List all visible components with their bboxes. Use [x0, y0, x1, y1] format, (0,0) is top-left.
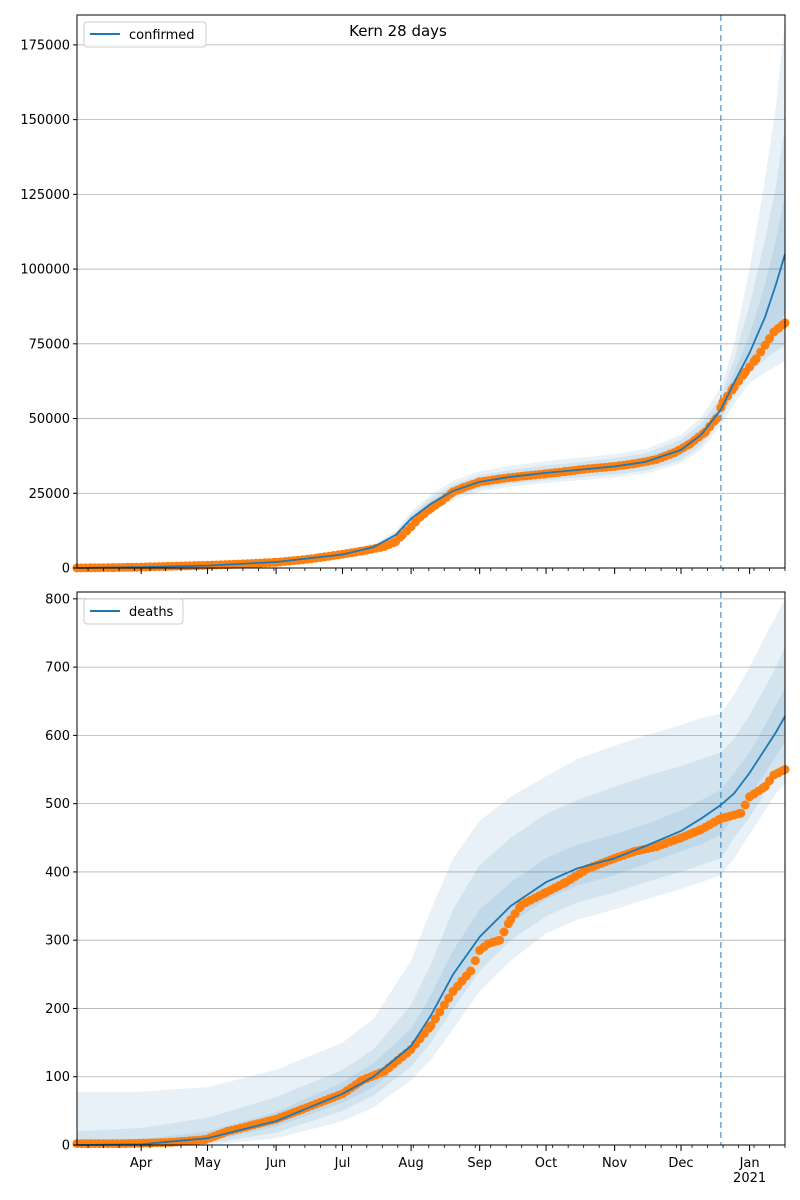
y-tick-label: 100: [45, 1070, 70, 1085]
deaths-y-ticks: 0 100 200 300 400 500 600 700 800: [45, 592, 77, 1154]
model-series-line: [76, 253, 786, 569]
observed-point: [430, 1014, 440, 1024]
x-tick-label: Dec: [668, 1156, 693, 1171]
y-tick-label: 150000: [20, 113, 70, 128]
y-tick-label: 175000: [20, 38, 70, 53]
y-tick-label: 75000: [29, 337, 70, 352]
y-tick-label: 50000: [29, 412, 70, 427]
observed-point: [756, 347, 766, 357]
x-tick-label: 2021: [733, 1171, 766, 1186]
deaths-grid: [77, 598, 785, 1078]
deaths-axes-frame: [76, 591, 786, 1146]
legend-label-deaths: deaths: [129, 605, 174, 620]
legend-box: [83, 598, 184, 625]
y-tick-label: 600: [45, 729, 70, 744]
y-tick-label: 25000: [29, 487, 70, 502]
observed-point: [495, 935, 505, 945]
observed-point: [736, 808, 746, 818]
observed-point: [439, 1000, 449, 1010]
observed-point: [444, 993, 454, 1003]
y-tick-label: 800: [45, 592, 70, 607]
y-tick-label: 0: [62, 562, 70, 577]
y-tick-label: 100000: [20, 263, 70, 278]
y-tick-label: 400: [45, 865, 70, 880]
observed-point: [470, 956, 480, 966]
observed-point: [740, 800, 750, 810]
legend-box: [83, 21, 207, 48]
x-tick-label: Nov: [602, 1156, 628, 1171]
confirmed-legend: confirmed: [83, 21, 207, 48]
y-tick-label: 0: [62, 1139, 70, 1154]
observed-point: [760, 340, 770, 350]
observed-point: [765, 334, 774, 344]
observed-point: [711, 414, 721, 423]
x-tick-label: Apr: [130, 1156, 153, 1171]
observed-point: [466, 966, 476, 976]
confirmed-model-line: [76, 253, 786, 569]
y-tick-label: 500: [45, 797, 70, 812]
x-tick-label: May: [194, 1156, 221, 1171]
deaths-legend: deaths: [83, 598, 184, 625]
deaths-bands: [77, 598, 785, 1145]
deaths-model-line: [76, 715, 786, 1146]
x-tick-label: Sep: [467, 1156, 492, 1171]
model-series-line: [76, 715, 786, 1146]
panel-confirmed: 0 25000 50000 75000 100000 125000 150000 175000…: [20, 14, 790, 577]
y-tick-label: 125000: [20, 188, 70, 203]
x-tick-label: Jun: [265, 1156, 286, 1171]
observed-point: [426, 1021, 436, 1030]
observed-point: [751, 354, 761, 364]
x-tick-label: Jul: [334, 1156, 351, 1171]
x-tick-label: Jan: [739, 1156, 760, 1171]
y-tick-label: 700: [45, 661, 70, 676]
x-tick-label: Aug: [398, 1156, 423, 1171]
legend-label-confirmed: confirmed: [129, 28, 195, 43]
observed-point: [499, 927, 509, 937]
confirmed-y-ticks: 0 25000 50000 75000 100000 125000 150000 175000: [20, 38, 77, 577]
uncertainty-band-1: [77, 598, 785, 1145]
y-tick-label: 300: [45, 934, 70, 949]
confirmed-grid: [77, 44, 785, 494]
x-tick-label: Oct: [535, 1156, 557, 1171]
observed-point: [435, 1007, 445, 1017]
chart-title: Kern 28 days: [349, 22, 447, 40]
confirmed-axes-frame: [76, 14, 786, 569]
y-tick-label: 200: [45, 1002, 70, 1017]
